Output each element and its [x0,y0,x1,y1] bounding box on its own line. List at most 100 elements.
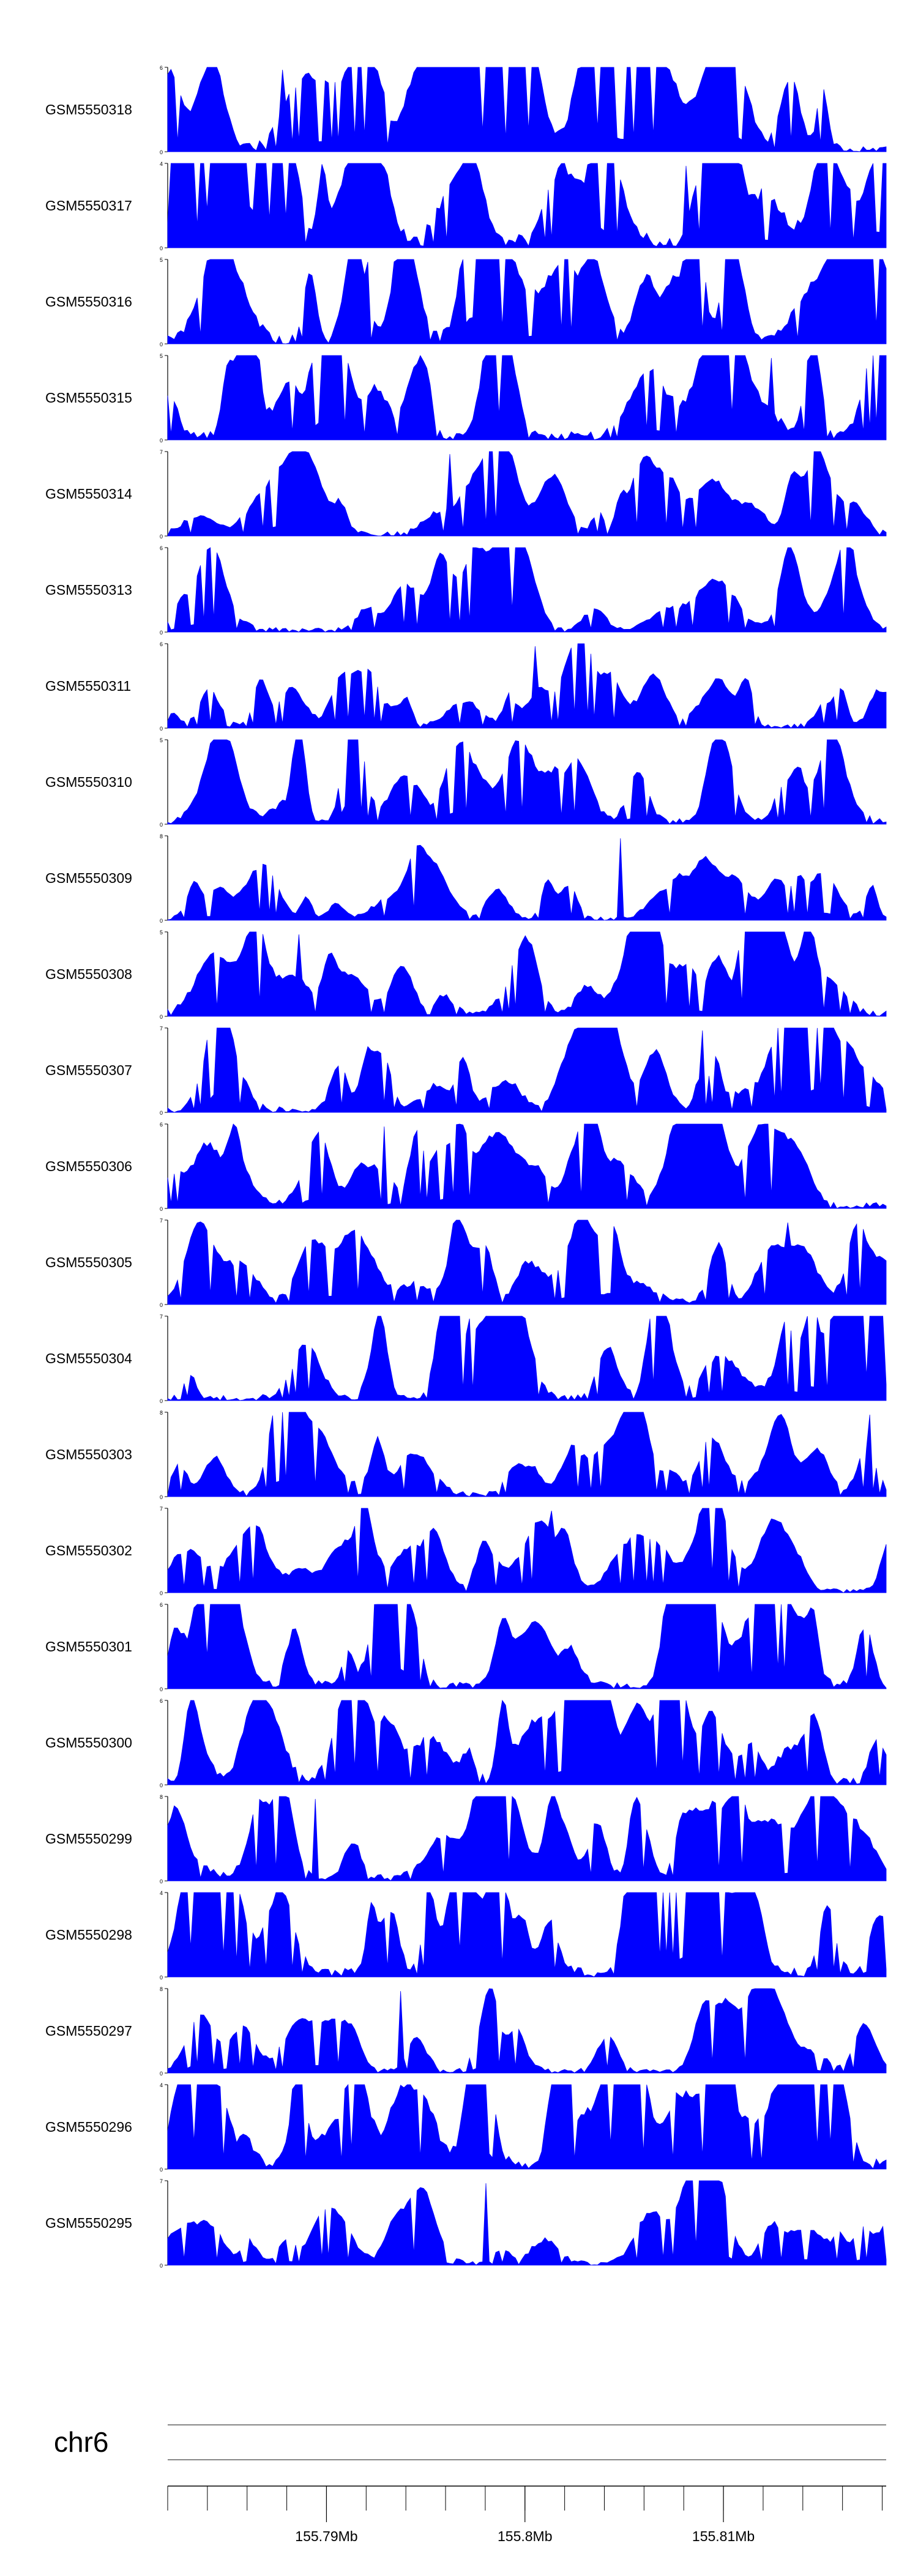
y-max-label: 6 [160,641,163,647]
y-max-label: 6 [160,1698,163,1704]
track-GSM5550304: GSM5550304 7 0 [45,1314,887,1404]
y-max-label: 6 [160,65,163,71]
track-GSM5550315: GSM5550315 5 0 [45,353,887,444]
y-max-label: 6 [160,1122,163,1128]
y-min-label: 0 [160,1975,163,1981]
signal-area [167,1123,887,1209]
track-GSM5550313: GSM5550313 6 0 [45,545,887,636]
y-max-label: 7 [160,1218,163,1224]
y-min-label: 0 [160,1878,163,1885]
track-GSM5550309: GSM5550309 8 0 [45,833,887,924]
y-min-label: 0 [160,630,163,636]
track-GSM5550308: GSM5550308 5 0 [45,929,887,1020]
signal-area [167,838,887,921]
y-min-label: 0 [160,1398,163,1404]
y-max-label: 5 [160,929,163,936]
y-max-label: 5 [160,257,163,263]
y-max-label: 8 [160,1986,163,1992]
track-label: GSM5550310 [45,774,132,790]
y-max-label: 4 [160,161,163,167]
signal-area [167,1699,887,1785]
y-min-label: 0 [160,2167,163,2173]
signal-area [167,643,887,729]
y-min-label: 0 [160,437,163,444]
track-GSM5550314: GSM5550314 7 0 [45,449,887,540]
signal-area [167,1892,887,1978]
track-GSM5550297: GSM5550297 8 0 [45,1986,887,2077]
track-label: GSM5550306 [45,1158,132,1174]
signal-area [167,1027,887,1113]
signal-area [167,931,887,1017]
signal-area [167,1219,887,1305]
y-max-label: 7 [160,2178,163,2184]
y-min-label: 0 [160,1782,163,1789]
y-max-label: 7 [160,1314,163,1320]
signal-area [167,1316,887,1401]
y-min-label: 0 [160,1206,163,1212]
signal-area [167,1988,887,2074]
track-GSM5550307: GSM5550307 7 0 [45,1026,887,1116]
signal-area [167,163,887,248]
data-tracks: GSM555031860GSM555031740GSM555031650GSM5… [45,65,887,2269]
track-label: GSM5550295 [45,2215,132,2231]
track-label: GSM5550298 [45,1927,132,1943]
tick-label: 155.81Mb [692,2528,755,2544]
track-GSM5550298: GSM5550298 4 0 [45,1890,887,1981]
y-min-label: 0 [160,1110,163,1116]
track-label: GSM5550308 [45,966,132,982]
track-label: GSM5550311 [45,678,131,694]
track-GSM5550311: GSM5550311 6 0 [45,641,887,732]
track-GSM5550300: GSM5550300 6 0 [45,1698,887,1789]
signal-area [167,739,887,825]
track-GSM5550305: GSM5550305 7 0 [45,1218,887,1308]
track-label: GSM5550301 [45,1639,132,1655]
track-GSM5550295: GSM5550295 7 0 [45,2178,887,2269]
track-label: GSM5550296 [45,2119,132,2135]
track-GSM5550296: GSM5550296 4 0 [45,2082,887,2173]
track-GSM5550310: GSM5550310 5 0 [45,737,887,828]
signal-area [167,67,887,152]
signal-area [167,451,887,537]
y-max-label: 7 [160,449,163,455]
y-max-label: 8 [160,1794,163,1800]
signal-area [167,355,887,441]
track-label: GSM5550299 [45,1831,132,1847]
y-min-label: 0 [160,534,163,540]
y-min-label: 0 [160,1590,163,1596]
track-label: GSM5550303 [45,1446,132,1462]
y-min-label: 0 [160,1494,163,1500]
track-label: GSM5550317 [45,198,132,214]
track-label: GSM5550300 [45,1735,132,1751]
track-GSM5550306: GSM5550306 6 0 [45,1122,887,1212]
track-GSM5550317: GSM5550317 4 0 [45,161,887,251]
y-max-label: 7 [160,1026,163,1032]
y-max-label: 6 [160,1602,163,1608]
signal-area [167,1412,887,1497]
y-max-label: 7 [160,1506,163,1512]
chromosome-label: chr6 [54,2426,108,2458]
track-label: GSM5550304 [45,1350,132,1366]
y-max-label: 8 [160,833,163,839]
track-label: GSM5550315 [45,390,132,406]
track-label: GSM5550313 [45,582,132,598]
tick-label: 155.8Mb [498,2528,553,2544]
signal-area [167,547,887,633]
signal-area [167,1508,887,1593]
track-label: GSM5550316 [45,294,132,310]
track-label: GSM5550305 [45,1254,132,1270]
track-label: GSM5550302 [45,1543,132,1558]
track-GSM5550299: GSM5550299 8 0 [45,1794,887,1885]
track-label: GSM5550314 [45,486,132,502]
track-GSM5550316: GSM5550316 5 0 [45,257,887,348]
y-max-label: 4 [160,1890,163,1896]
signal-area [167,2180,887,2266]
y-min-label: 0 [160,822,163,828]
track-GSM5550318: GSM5550318 6 0 [45,65,887,155]
signal-area [167,259,887,344]
signal-area [167,2083,887,2170]
signal-area [167,1604,887,1689]
y-max-label: 5 [160,737,163,743]
y-max-label: 5 [160,353,163,359]
y-min-label: 0 [160,2263,163,2269]
